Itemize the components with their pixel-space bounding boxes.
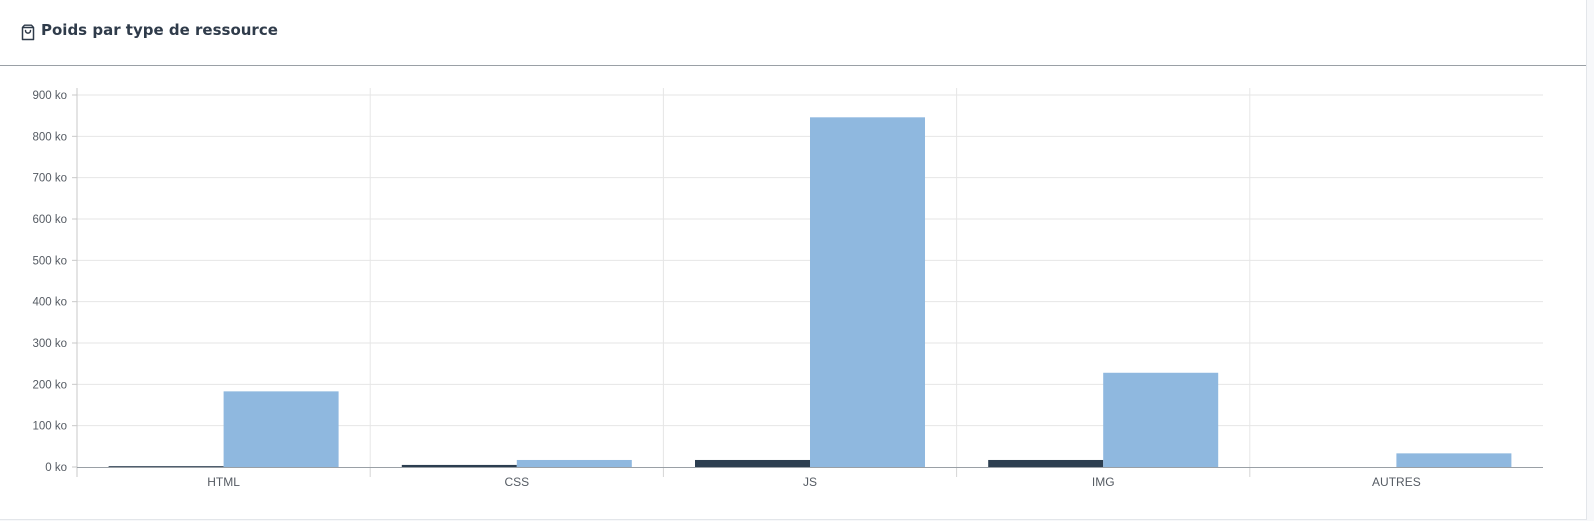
x-tick-label: CSS bbox=[504, 475, 529, 489]
y-tick-label: 600 ko bbox=[32, 214, 67, 226]
y-tick-label: 900 ko bbox=[32, 90, 67, 102]
bar-html-series-1[interactable] bbox=[108, 466, 224, 467]
y-tick-label: 800 ko bbox=[32, 131, 67, 143]
panel-title: Poids par type de ressource bbox=[41, 21, 278, 39]
bar-img-series-1[interactable] bbox=[988, 459, 1104, 467]
x-tick-label: JS bbox=[803, 475, 817, 489]
y-tick-label: 700 ko bbox=[32, 173, 67, 185]
bag-icon bbox=[21, 24, 35, 41]
x-tick-label: AUTRES bbox=[1372, 475, 1421, 489]
bar-css-series-1[interactable] bbox=[401, 464, 517, 467]
x-tick-label: HTML bbox=[207, 475, 240, 489]
y-tick-label: 400 ko bbox=[32, 297, 67, 309]
y-tick-label: 500 ko bbox=[32, 255, 67, 267]
y-tick-label: 200 ko bbox=[32, 379, 67, 391]
bar-css-series-2[interactable] bbox=[516, 459, 632, 467]
bar-js-series-1[interactable] bbox=[695, 459, 810, 467]
y-tick-label: 100 ko bbox=[32, 421, 67, 433]
bar-js-series-2[interactable] bbox=[810, 117, 925, 467]
x-tick-label: IMG bbox=[1092, 475, 1115, 489]
bar-html-series-2[interactable] bbox=[223, 391, 339, 467]
y-tick-label: 0 ko bbox=[45, 462, 67, 474]
y-tick-label: 300 ko bbox=[32, 338, 67, 350]
panel-header: Poids par type de ressource bbox=[0, 0, 1586, 66]
bar-autres-series-2[interactable] bbox=[1396, 453, 1512, 467]
bar-img-series-2[interactable] bbox=[1103, 372, 1219, 467]
